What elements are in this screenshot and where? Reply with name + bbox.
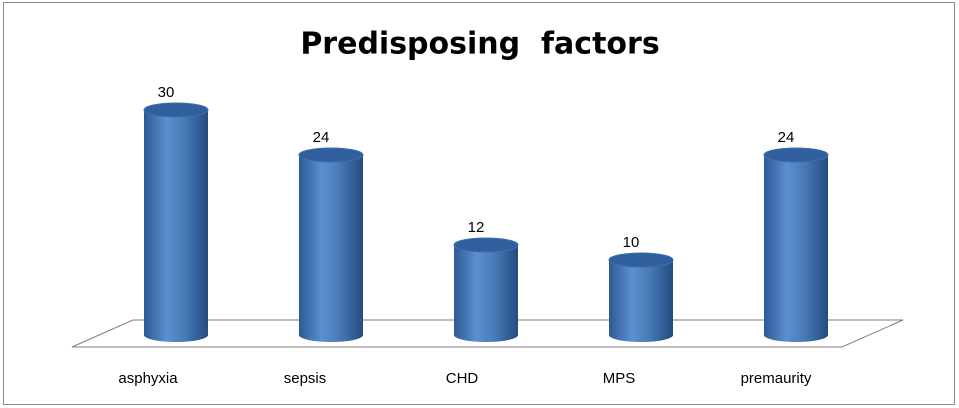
data-label: 24 — [778, 129, 795, 146]
bar — [298, 147, 364, 342]
x-tick-label: MPS — [603, 370, 636, 387]
data-label: 24 — [313, 129, 330, 146]
data-label: 12 — [468, 219, 485, 236]
chart-title: Predisposing factors — [300, 27, 659, 62]
bar — [608, 252, 674, 342]
bar — [453, 237, 519, 342]
bar — [143, 102, 209, 342]
x-tick-label: premaurity — [741, 370, 812, 387]
x-tick-label: sepsis — [284, 370, 327, 387]
data-label: 30 — [158, 84, 175, 101]
bar — [763, 147, 829, 342]
x-tick-label: CHD — [446, 370, 479, 387]
data-label: 10 — [623, 234, 640, 251]
floor — [71, 319, 904, 348]
x-tick-label: asphyxia — [118, 370, 178, 387]
